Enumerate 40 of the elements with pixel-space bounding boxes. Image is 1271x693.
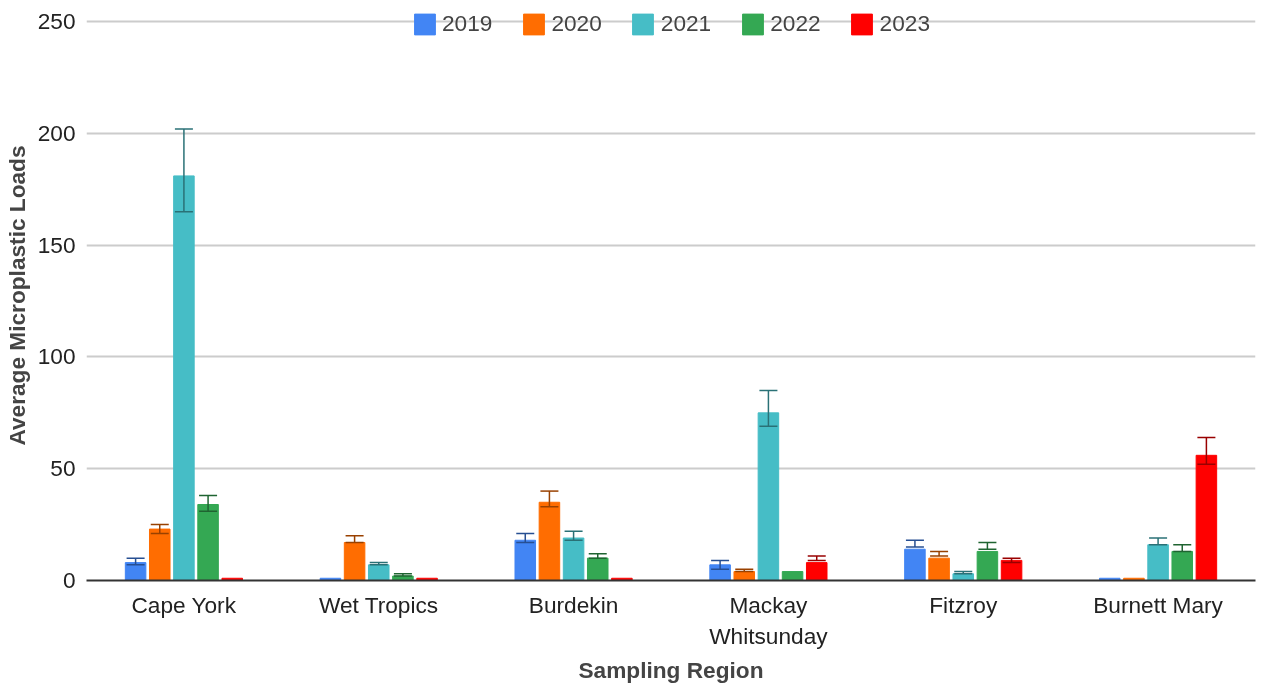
legend-label: 2020: [551, 10, 602, 37]
x-tick-label: Cape York: [131, 591, 237, 618]
bar: [781, 571, 804, 581]
bar: [367, 564, 390, 581]
bar: [805, 562, 828, 581]
bar: [1195, 454, 1218, 581]
legend-label: 2022: [770, 10, 821, 37]
bar: [976, 550, 999, 581]
bar: [1147, 544, 1169, 581]
bar: [514, 539, 537, 581]
bar: [1171, 550, 1194, 581]
bar: [538, 501, 561, 581]
x-tick-label: Burnett Mary: [1093, 591, 1224, 618]
x-tick-label: Burdekin: [528, 591, 619, 618]
bar: [562, 537, 585, 581]
x-tick-label: Mackay Whitsunday: [709, 591, 829, 649]
bar: [148, 528, 171, 581]
bar: [173, 175, 195, 581]
x-tick-label: Fitzroy: [929, 591, 998, 618]
legend-label: 2019: [441, 10, 493, 37]
y-tick-label: 200: [37, 119, 76, 146]
bar: [197, 504, 219, 581]
y-tick-label: 50: [50, 455, 76, 482]
x-axis-title: Sampling Region: [578, 656, 764, 683]
bar: [757, 412, 780, 581]
bar: [1000, 559, 1023, 581]
bar: [928, 557, 950, 581]
x-tick-label: Wet Tropics: [318, 591, 439, 618]
y-axis-title: Average Microplastic Loads: [3, 145, 30, 446]
legend-label: 2023: [879, 10, 931, 37]
bar: [343, 542, 366, 581]
bar: [709, 564, 731, 581]
legend-label: 2021: [660, 10, 712, 37]
y-tick-label: 0: [62, 567, 76, 593]
y-tick-label: 250: [37, 8, 76, 35]
bar: [124, 562, 147, 581]
bar: [586, 557, 609, 581]
y-tick-label: 100: [37, 343, 76, 370]
y-tick-label: 150: [37, 231, 76, 258]
bar: [904, 548, 926, 581]
